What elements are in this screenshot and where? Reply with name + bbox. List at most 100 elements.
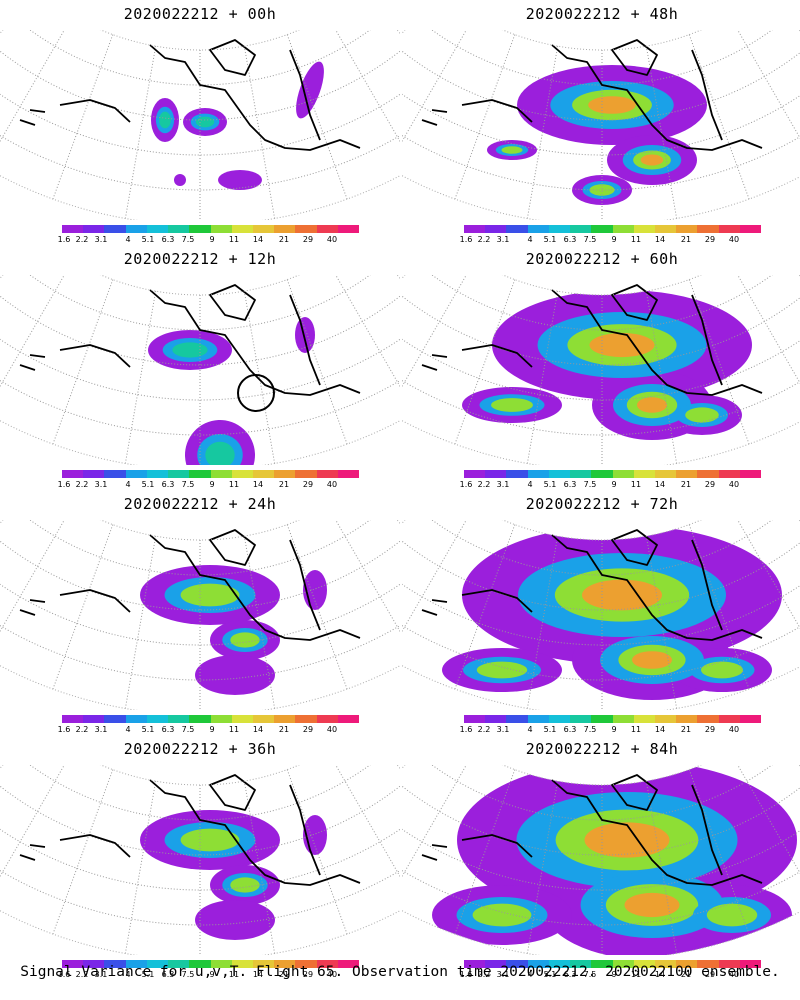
colorbar-tick-label: 9 [209,725,215,734]
colorbar-cell [718,960,740,968]
colorbar-cell [295,225,317,233]
map-svg [402,275,800,465]
colorbar-tick-label: 40 [326,970,338,979]
colorbar-cell [506,470,528,478]
variance-contour [584,822,670,858]
variance-contour [640,154,664,166]
colorbar-cell [316,470,338,478]
colorbar-tick-label: 29 [704,725,716,734]
graticule [402,275,800,465]
colorbar-tick-label: 29 [302,235,314,244]
colorbar-cell [464,715,486,723]
colorbar-tick-label: 3.1 [94,235,108,244]
colorbar-tick-label: 21 [278,970,290,979]
graticule [402,30,800,220]
colorbar-tick-label: 9 [611,235,617,244]
colorbar-cell [654,225,677,233]
forecast-panel: 2020022212 + 00h 1.6 2.2 3.1 4 5.1 6.3 7.5 9 11 14… [0,0,400,245]
forecast-panel: 2020022212 + 84h 1.6 2.2 3.1 4 5.1 6.3 7.5 9 11 14… [402,735,800,980]
variance-contour [472,903,532,927]
colorbar-tick-label: 7.5 [583,480,597,489]
colorbar-tick-label: 21 [680,970,692,979]
colorbar-tick-label: 2.2 [75,480,89,489]
graticule [402,765,800,955]
colorbar-cell [654,960,677,968]
colorbar-cell [146,225,169,233]
colorbar-cell [252,225,275,233]
graticule [402,520,800,710]
colorbar-cell [485,225,507,233]
colorbar-tick-label: 29 [704,970,716,979]
colorbar-tick-label: 7.5 [583,970,597,979]
colorbar-cell [168,225,190,233]
colorbar-cell [189,470,211,478]
colorbar-ticks: 1.6 2.2 3.1 4 5.1 6.3 7.5 9 11 14 21 29 40 [50,725,380,735]
colorbar-tick-label: 9 [209,235,215,244]
colorbar-cell [739,715,762,723]
colorbar-tick-label: 21 [278,235,290,244]
colorbar-cell [337,225,360,233]
forecast-panel: 2020022212 + 48h 1.6 2.2 3.1 4 5.1 6.3 7.5 9 11 14… [402,0,800,245]
colorbar-cell [62,715,84,723]
colorbar-cell [676,225,698,233]
colorbar-tick-label: 40 [728,970,740,979]
colorbar-ticks: 1.6 2.2 3.1 4 5.1 6.3 7.5 9 11 14 21 29 40 [50,235,380,245]
figure-caption: Signal Variance for u,v,T. Flight 65. Ob… [20,964,780,980]
colorbar-cell [548,225,571,233]
colorbar-tick-label: 21 [278,725,290,734]
colorbar-tick-label: 5.1 [141,970,155,979]
panel-title: 2020022212 + 72h [525,495,679,513]
colorbar-tick-label: 21 [680,725,692,734]
colorbar-tick-label: 6.3 [563,725,577,734]
colorbar [464,715,762,723]
colorbar-cell [676,470,698,478]
colorbar-cell [548,470,571,478]
colorbar [62,715,360,723]
colorbar-cell [548,715,571,723]
colorbar-cell [464,960,486,968]
variance-contour [174,174,186,186]
colorbar-ticks: 1.6 2.2 3.1 4 5.1 6.3 7.5 9 11 14 21 29 40 [452,480,782,490]
map-svg [0,765,400,955]
colorbar [464,225,762,233]
panel-title: 2020022212 + 84h [525,740,679,758]
colorbar-cell [527,225,549,233]
colorbar-cell [739,470,762,478]
variance-contour [180,583,240,607]
colorbar-ticks: 1.6 2.2 3.1 4 5.1 6.3 7.5 9 11 14 21 29 40 [50,970,380,980]
colorbar-cell [104,960,126,968]
coastline [421,529,763,641]
colorbar-tick-label: 21 [680,235,692,244]
colorbar-cell [633,225,655,233]
colorbar-cell [548,960,571,968]
colorbar-cell [104,225,126,233]
colorbar-ticks: 1.6 2.2 3.1 4 5.1 6.3 7.5 9 11 14 21 29 40 [452,970,782,980]
colorbar-tick-label: 21 [680,480,692,489]
colorbar-cell [697,960,719,968]
colorbar-tick-label: 5.1 [543,725,557,734]
colorbar-tick-label: 1.6 [459,970,473,979]
colorbar-tick-label: 2.2 [477,970,491,979]
colorbar-cell [591,715,613,723]
colorbar-cell [527,715,549,723]
colorbar-tick-label: 2.2 [477,235,491,244]
colorbar-cell [83,715,105,723]
colorbar-tick-label: 40 [326,480,338,489]
colorbar-tick-label: 6.3 [161,480,175,489]
coastline [19,284,361,396]
observation-circle [237,374,275,412]
variance-contour [295,317,315,353]
colorbar-tick-label: 4 [125,235,131,244]
colorbar-cell [506,225,528,233]
colorbar-tick-label: 5.1 [543,480,557,489]
colorbar-tick-label: 3.1 [94,480,108,489]
panel-title: 2020022212 + 12h [123,250,277,268]
coastline [421,39,763,151]
field-layer [148,317,315,465]
colorbar-tick-label: 11 [630,235,642,244]
colorbar-cell [570,470,592,478]
colorbar-tick-label: 7.5 [583,725,597,734]
colorbar-cell [62,470,84,478]
coastline [19,774,361,886]
colorbar-tick-label: 14 [252,235,264,244]
